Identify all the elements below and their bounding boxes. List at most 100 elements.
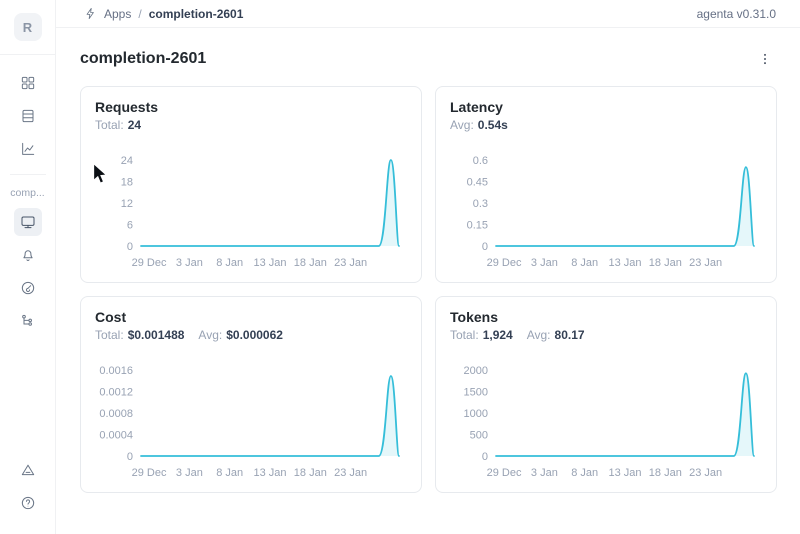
- avatar[interactable]: R: [13, 13, 42, 41]
- sidebar-item-grid[interactable]: [14, 69, 42, 97]
- y-tick-label: 1500: [464, 387, 488, 399]
- stat-value: $0.000062: [226, 328, 283, 342]
- grid-icon: [20, 75, 36, 91]
- sidebar-divider: [0, 54, 56, 55]
- x-tick-label: 18 Jan: [294, 467, 327, 479]
- kebab-icon: [758, 52, 772, 66]
- series-line: [495, 166, 755, 247]
- workspace-label: comp...: [10, 187, 45, 199]
- stat-value: $0.001488: [127, 328, 185, 342]
- sidebar-item-monitor[interactable]: [13, 208, 42, 236]
- breadcrumb: Apps / completion-2601: [84, 7, 243, 21]
- x-tick-label: 23 Jan: [689, 257, 722, 269]
- stat-label: Avg:: [526, 328, 551, 342]
- sidebar-item-triangle-alert[interactable]: [14, 456, 42, 484]
- x-tick-label: 23 Jan: [334, 257, 367, 269]
- breadcrumb-apps-link[interactable]: Apps: [104, 6, 132, 21]
- x-tick-label: 18 Jan: [294, 257, 327, 269]
- stat-label: Total:: [95, 328, 124, 342]
- stat: Avg: 0.54s: [450, 118, 508, 132]
- time-series-chart: 0 0.0004 0.0008 0.0012 0.0016 29 Dec 3 Jan 8 Ja…: [99, 365, 400, 479]
- sidebar-nav-top: [14, 69, 42, 168]
- y-tick-label: 24: [121, 155, 133, 167]
- series-area: [496, 373, 754, 456]
- series-area: [496, 167, 754, 246]
- triangle-alert-icon: [20, 462, 36, 478]
- stat: Total: 1,924: [450, 328, 513, 342]
- y-tick-label: 2000: [464, 365, 488, 377]
- x-tick-label: 23 Jan: [689, 467, 722, 479]
- card-title: Requests: [95, 99, 159, 115]
- sidebar-divider: [9, 174, 46, 175]
- x-tick-label: 29 Dec: [132, 467, 167, 479]
- card-stats: Avg: 0.54s: [450, 118, 762, 132]
- sidebar-item-help[interactable]: [14, 489, 42, 517]
- stat-value: 1,924: [482, 328, 513, 342]
- card-stats: Total: 24: [95, 118, 407, 132]
- y-tick-label: 500: [470, 430, 488, 442]
- stat: Avg: 80.17: [527, 328, 585, 342]
- stat-label: Avg:: [450, 118, 474, 132]
- stat: Total: $0.001488: [95, 328, 184, 342]
- x-tick-label: 8 Jan: [216, 467, 243, 479]
- y-tick-label: 1000: [464, 408, 488, 420]
- sidebar-item-bell[interactable]: [14, 241, 42, 269]
- x-tick-label: 13 Jan: [608, 257, 641, 269]
- x-tick-label: 3 Jan: [531, 257, 558, 269]
- card-stats: Total: $0.001488 Avg: $0.000062: [95, 328, 407, 342]
- x-tick-label: 18 Jan: [649, 257, 682, 269]
- sidebar: R comp...: [0, 0, 56, 534]
- y-tick-label: 6: [127, 220, 133, 232]
- sidebar-item-list[interactable]: [14, 102, 42, 130]
- bell-icon: [20, 247, 36, 263]
- y-tick-label: 0.0004: [99, 430, 133, 442]
- stat-value: 0.54s: [477, 118, 508, 132]
- metric-card-latency: Latency Avg: 0.54s 0 0.15 0.3 0.45 0.6 29 Dec 3 J…: [435, 86, 777, 283]
- breadcrumb-separator: /: [138, 6, 142, 21]
- y-tick-label: 0: [482, 451, 488, 463]
- help-icon: [20, 495, 36, 511]
- breadcrumb-current: completion-2601: [148, 6, 244, 21]
- metric-card-requests: Requests Total: 24 0 6 12 18 24 29 Dec 3 Jan 8 Jan…: [80, 86, 422, 283]
- series-line: [495, 372, 755, 457]
- main-area: Apps / completion-2601 agenta v0.31.0 co…: [56, 0, 800, 534]
- time-series-chart: 0 0.15 0.3 0.45 0.6 29 Dec 3 Jan 8 Jan 13 Jan 18 …: [467, 155, 755, 269]
- x-tick-label: 29 Dec: [487, 467, 522, 479]
- y-tick-label: 0.0016: [99, 365, 133, 377]
- y-tick-label: 0.0008: [99, 408, 133, 420]
- x-tick-label: 3 Jan: [176, 257, 203, 269]
- metric-card-tokens: Tokens Total: 1,924 Avg: 80.17 0 500 1000 1500 20…: [435, 296, 777, 493]
- card-title: Tokens: [450, 309, 498, 325]
- x-tick-label: 3 Jan: [176, 467, 203, 479]
- stat-label: Total:: [450, 328, 479, 342]
- series-area: [141, 160, 399, 246]
- sidebar-item-gauge[interactable]: [14, 274, 42, 302]
- tree-icon: [20, 313, 36, 329]
- y-tick-label: 18: [121, 177, 133, 189]
- list-icon: [20, 108, 36, 124]
- x-tick-label: 29 Dec: [132, 257, 167, 269]
- sidebar-item-tree[interactable]: [14, 307, 42, 335]
- card-title: Latency: [450, 99, 503, 115]
- y-tick-label: 0: [127, 241, 133, 253]
- x-tick-label: 13 Jan: [253, 467, 286, 479]
- page-header: completion-2601: [56, 28, 800, 86]
- time-series-chart: 0 6 12 18 24 29 Dec 3 Jan 8 Jan 13 Jan 18 Jan 23 J…: [121, 155, 400, 269]
- x-tick-label: 29 Dec: [487, 257, 522, 269]
- sidebar-item-chart[interactable]: [14, 135, 42, 163]
- y-tick-label: 0.6: [473, 155, 488, 167]
- x-tick-label: 23 Jan: [334, 467, 367, 479]
- topbar: Apps / completion-2601 agenta v0.31.0: [56, 0, 800, 28]
- x-tick-label: 8 Jan: [571, 257, 598, 269]
- kebab-menu-button[interactable]: [754, 48, 776, 70]
- chart-icon: [20, 141, 36, 157]
- sidebar-nav-bottom: [14, 456, 42, 522]
- page-title: completion-2601: [80, 50, 207, 67]
- y-tick-label: 0: [127, 451, 133, 463]
- card-title: Cost: [95, 309, 127, 325]
- x-tick-label: 13 Jan: [608, 467, 641, 479]
- x-tick-label: 3 Jan: [531, 467, 558, 479]
- x-tick-label: 8 Jan: [216, 257, 243, 269]
- stat: Avg: $0.000062: [198, 328, 283, 342]
- stat: Total: 24: [95, 118, 141, 132]
